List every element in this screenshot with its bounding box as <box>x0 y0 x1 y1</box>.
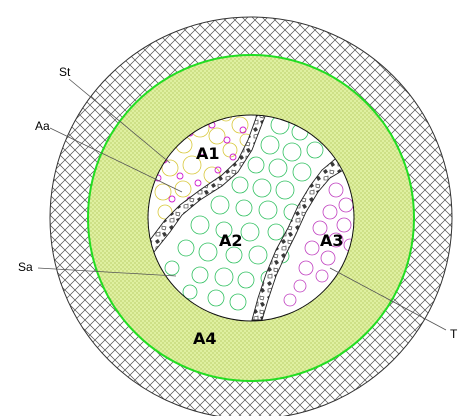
callout-aa: Aa <box>35 119 50 133</box>
callout-t: T <box>450 327 458 341</box>
leader-t <box>329 267 447 331</box>
region-label-a2: A2 <box>219 231 243 250</box>
region-a3-particles <box>283 182 354 307</box>
region-label-a3: A3 <box>320 231 344 250</box>
callout-sa: Sa <box>18 260 33 274</box>
inner-core-outline <box>147 114 355 322</box>
green-boundary-ring <box>87 54 415 382</box>
separator-strip-t <box>251 154 351 321</box>
leader-aa <box>49 127 183 193</box>
region-label-a4: A4 <box>193 329 217 348</box>
leader-st <box>68 78 171 164</box>
region-label-a1: A1 <box>196 144 220 163</box>
leader-sa <box>37 267 177 277</box>
callout-st: St <box>59 65 71 79</box>
region-a1-particles <box>154 115 253 220</box>
